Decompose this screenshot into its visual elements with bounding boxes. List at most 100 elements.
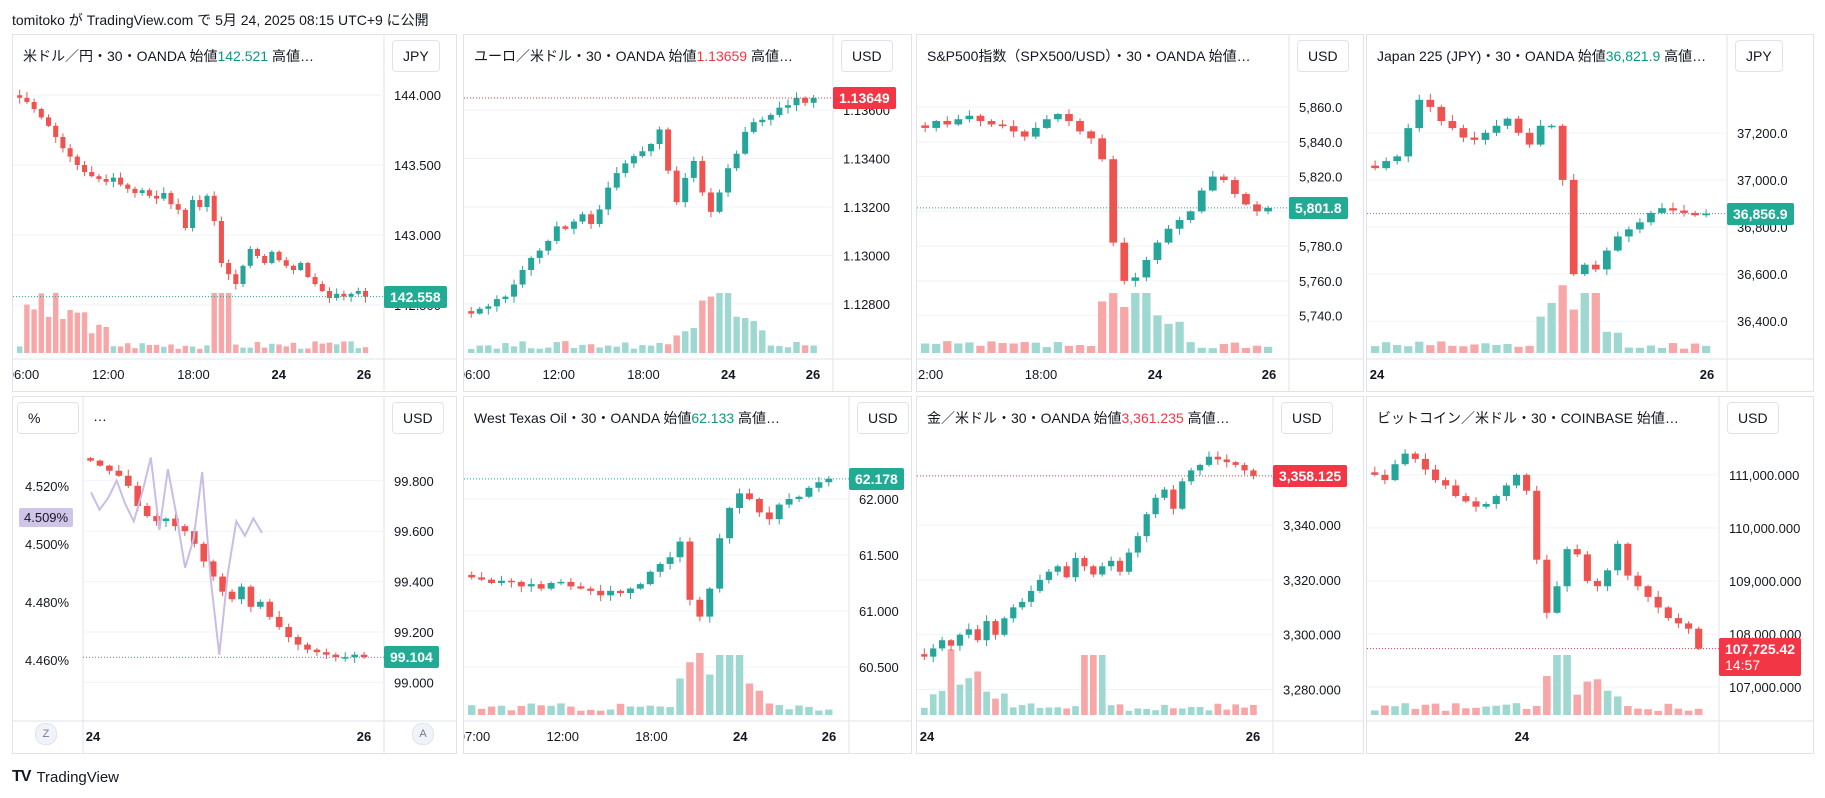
candle-body [1099,566,1106,575]
chart-svg-nikkei[interactable]: 37,200.037,000.036,800.036,600.036,400.0… [1367,35,1813,391]
volume-bar [616,703,625,715]
candle-body [527,584,535,587]
symbol-title[interactable]: … [93,408,107,424]
candle-body [1264,207,1272,212]
volume-bar [947,649,955,715]
volume-bar [1481,343,1490,353]
candle-body [172,518,179,527]
volume-bar [587,344,595,353]
candle-body [706,588,714,617]
volume-bar [1522,708,1531,715]
auto-scale-button[interactable]: A [412,723,434,745]
volume-bar [1679,348,1689,353]
volume-bar [487,706,496,715]
volume-bar [74,312,81,353]
volume-bar [983,691,990,715]
volume-bar [776,346,783,353]
y-tick-label: 36,400.0 [1737,314,1788,329]
candle-body [1010,607,1017,619]
x-tick-label: 24 [920,729,935,744]
candle-body [1674,618,1682,624]
chart-svg-wti[interactable]: 62.000 61.500 61.000 60.500 07:00 12:00 18:00 2… [464,397,911,753]
candle-body [211,195,217,221]
volume-bar [1421,704,1430,715]
candle-body [690,160,697,178]
candle-body [736,493,744,508]
volume-bar [825,709,833,715]
y-tick-label: 3,300.000 [1283,628,1341,643]
volume-bar [297,348,304,353]
currency-selector[interactable]: JPY [1735,40,1783,72]
chart-svg-usdjpy[interactable]: 144.000143.500143.000142.50006:0012:0018… [13,35,456,391]
y-tick-label: 62.000 [859,492,899,507]
volume-bar [45,316,52,353]
volume-bar [1018,705,1026,715]
currency-selector[interactable]: JPY [392,40,440,72]
volume-bar [1514,346,1523,353]
candle-body [60,137,66,149]
left-scale-unit[interactable]: % [17,402,79,434]
candle-body [759,119,766,123]
candle-body [1393,156,1402,162]
symbol-title[interactable]: West Texas Oil・30・OANDA 始値62.133 高値… [474,408,780,428]
candle-body [323,652,330,655]
chart-svg-btc[interactable]: 111,000.000110,000.000109,000.000108,000… [1367,397,1813,753]
chart-panel-btc[interactable]: 111,000.000 110,000.000 109,000.000 108,000… [1366,396,1814,754]
chart-svg-eurusd[interactable]: 1.136001.134001.132001.130001.1280006:00… [464,35,911,391]
candle-body [665,129,672,171]
volume-bar [1583,681,1592,715]
volume-bar [1512,703,1521,715]
currency-selector[interactable]: USD [392,402,444,434]
scale-mode-z-button[interactable]: Z [35,723,57,745]
candle-body [1437,106,1446,122]
chart-panel-wti[interactable]: 62.000 61.500 61.000 60.500 07:00 12:00 18:00 2… [463,396,912,754]
candle-body [125,184,131,189]
candle-body [726,507,734,539]
currency-selector[interactable]: USD [1727,402,1779,434]
candle-body [605,187,612,210]
symbol-title[interactable]: Japan 225 (JPY)・30・OANDA 始値36,821.9 高値… [1377,46,1706,66]
candle-body [587,588,595,591]
chart-panel-gold[interactable]: 3,340.000 3,320.000 3,300.000 3,280.000 24 26… [916,396,1364,754]
volume-bar [1657,347,1667,353]
chart-svg-gold[interactable]: 3,340.000 3,320.000 3,300.000 3,280.000 24 26 [917,397,1363,753]
candle-body [139,190,145,193]
candle-body [1031,127,1040,137]
x-tick-label: 24 [86,729,101,744]
currency-selector[interactable]: USD [1281,402,1333,434]
chart-panel-nikkei[interactable]: 37,200.0 37,000.0 36,800.0 36,600.0 36,400.0… [1366,34,1814,392]
volume-bar [686,662,694,715]
volume-bar [1448,345,1457,353]
volume-bar [1241,707,1248,715]
volume-bar [233,344,239,353]
chart-panel-bond[interactable]: 99.800 99.600 99.400 99.200 99.000 24 26… USD 99… [12,396,457,754]
chart-panel-usdjpy[interactable]: 144.000143.500143.000142.50006:0012:0018… [12,34,457,392]
candle-body [96,176,102,179]
chart-svg-bond[interactable]: 99.800 99.600 99.400 99.200 99.000 24 26 [13,397,456,753]
volume-bar [666,707,674,715]
currency-selector[interactable]: USD [1297,40,1349,72]
volume-bar [1558,285,1567,353]
candle-body [1481,132,1490,140]
symbol-title[interactable]: ユーロ／米ドル・30・OANDA 始値1.13659 高値… [474,46,793,66]
symbol-title[interactable]: ビットコイン／米ドル・30・COINBASE 始値… [1377,408,1679,428]
candle-body [290,265,296,270]
chart-panel-spx[interactable]: 5,860.05,840.05,820.05,800.05,780.05,760… [916,34,1364,392]
volume-bar [1393,344,1402,353]
symbol-title[interactable]: S&P500指数（SPX500/USD）・30・OANDA 始値… [927,46,1251,66]
candle-body [247,249,253,266]
symbol-title[interactable]: 米ドル／円・30・OANDA 始値142.521 高値… [23,46,314,66]
volume-bar [1603,690,1612,715]
candle-body [725,168,732,193]
candle-body [793,97,800,106]
volume-bar [1684,710,1693,715]
chart-panel-eurusd[interactable]: 1.136001.134001.132001.130001.1280006:00… [463,34,912,392]
currency-selector[interactable]: USD [857,402,909,434]
symbol-title[interactable]: 金／米ドル・30・OANDA 始値3,361.235 高値… [927,408,1230,428]
candle-body [233,274,239,284]
candle-body [1502,485,1510,497]
candle-body [1431,469,1440,481]
candle-body [1020,131,1029,137]
candle-body [266,601,274,617]
currency-selector[interactable]: USD [841,40,893,72]
